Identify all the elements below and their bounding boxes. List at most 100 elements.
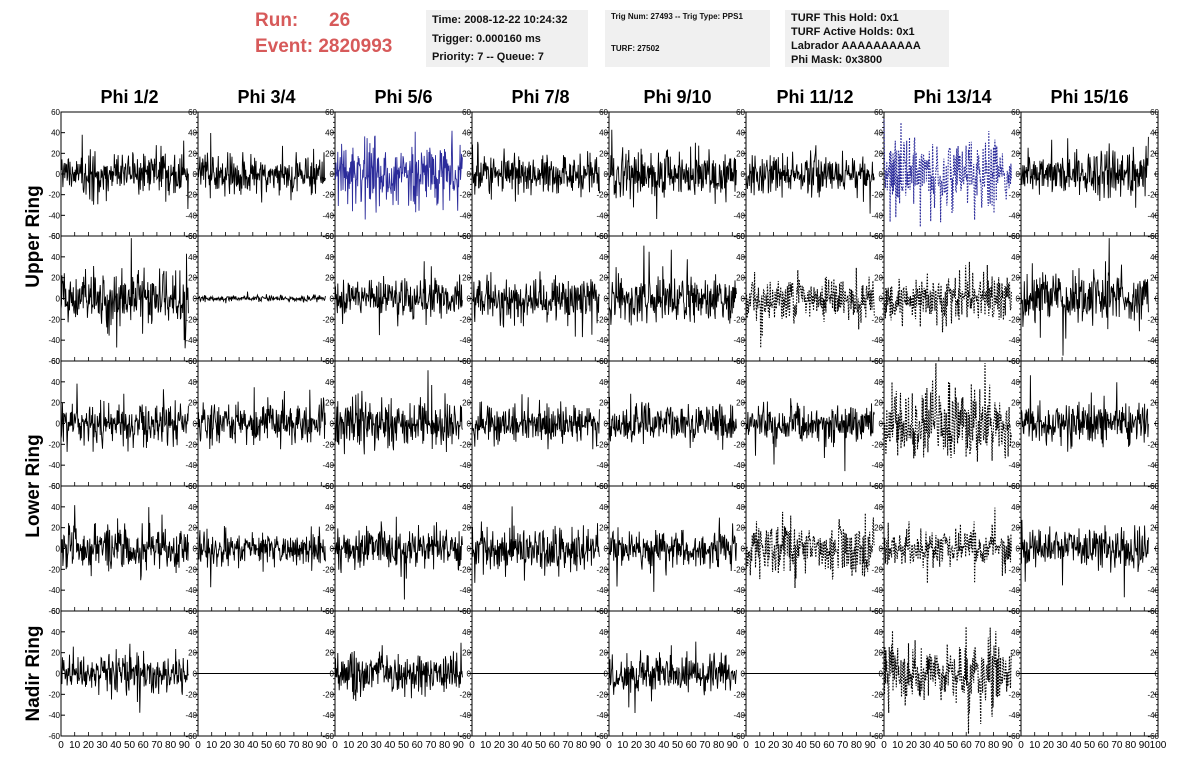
event-label: Event:: [255, 36, 314, 57]
y-tick-label: -20: [322, 440, 334, 449]
y-tick-label: 0: [1016, 295, 1021, 304]
y-tick-label: 60: [325, 357, 334, 366]
x-tick-label: 20: [357, 740, 369, 751]
y-tick-label: 60: [188, 482, 197, 491]
y-tick-label: 0: [1155, 170, 1160, 179]
y-tick-label: 40: [1150, 253, 1159, 262]
y-tick-label: -40: [48, 586, 60, 595]
x-tick-label: 40: [384, 740, 396, 751]
y-tick-label: 40: [1011, 503, 1020, 512]
y-tick-label: 0: [604, 670, 609, 679]
y-tick-label: -40: [1008, 336, 1020, 345]
x-tick-label: 30: [782, 740, 794, 751]
x-tick-label: 40: [796, 740, 808, 751]
x-tick-label: 90: [179, 740, 191, 751]
waveform-r2-c2: [197, 291, 326, 304]
y-tick-label: 20: [1011, 524, 1020, 533]
turf-hold-line: TURF This Hold: 0x1: [791, 12, 899, 24]
x-tick-label: 100: [1150, 740, 1167, 751]
waveform-r3-c6: [745, 398, 875, 472]
x-tick-label: 90: [590, 740, 602, 751]
y-tick-label: 60: [874, 357, 883, 366]
y-tick-label: 60: [325, 482, 334, 491]
x-tick-label: 30: [1057, 740, 1069, 751]
y-tick-label: -40: [322, 336, 334, 345]
waveform-r1-c4: [471, 141, 600, 202]
x-tick-label: 90: [865, 740, 877, 751]
y-tick-label: 0: [467, 545, 472, 554]
y-tick-label: 20: [325, 649, 334, 658]
y-tick-label: -60: [48, 482, 60, 491]
x-tick-label: 50: [947, 740, 959, 751]
y-tick-label: -20: [596, 690, 608, 699]
y-tick-label: 20: [1150, 149, 1159, 158]
trig-num-line: Trig Num: 27493 -- Trig Type: PPS1: [611, 12, 743, 21]
waveform-r3-c3: [334, 370, 463, 455]
y-tick-label: 40: [188, 378, 197, 387]
y-tick-label: 0: [56, 670, 61, 679]
time-info-box: Time: 2008-12-22 10:24:32 Trigger: 0.000…: [426, 10, 588, 67]
y-tick-label: -40: [48, 211, 60, 220]
x-tick-label: 50: [1084, 740, 1096, 751]
y-tick-label: 20: [462, 649, 471, 658]
x-tick-label: 50: [398, 740, 410, 751]
x-tick-label: 40: [521, 740, 533, 751]
y-tick-label: -40: [871, 711, 883, 720]
column-title-4: Phi 7/8: [511, 87, 569, 107]
y-tick-label: 0: [879, 170, 884, 179]
y-tick-label: -40: [185, 461, 197, 470]
y-tick-label: 20: [51, 399, 60, 408]
waveform-r3-c1: [60, 383, 189, 452]
y-tick-label: 0: [1155, 420, 1160, 429]
y-tick-label: -40: [596, 586, 608, 595]
waveform-r1-c6: [745, 145, 875, 214]
y-tick-label: -40: [1008, 586, 1020, 595]
y-tick-label: 60: [599, 357, 608, 366]
x-tick-label: 60: [823, 740, 835, 751]
x-tick-label: 80: [165, 740, 177, 751]
y-tick-label: -20: [185, 191, 197, 200]
y-tick-label: 20: [462, 524, 471, 533]
waveform-r5-c1: [60, 643, 189, 713]
x-tick-label: 50: [261, 740, 273, 751]
y-tick-label: -20: [322, 690, 334, 699]
y-tick-label: 60: [188, 357, 197, 366]
y-tick-label: 40: [874, 503, 883, 512]
y-tick-label: 60: [188, 232, 197, 241]
y-tick-label: 40: [462, 503, 471, 512]
y-tick-label: 0: [604, 295, 609, 304]
y-tick-label: -20: [1008, 315, 1020, 324]
y-tick-label: 40: [599, 628, 608, 637]
y-tick-label: 0: [741, 420, 746, 429]
y-tick-label: -20: [459, 440, 471, 449]
y-tick-label: 0: [330, 545, 335, 554]
y-tick-label: -60: [733, 732, 745, 741]
x-tick-label: 80: [713, 740, 725, 751]
y-tick-label: -20: [1008, 565, 1020, 574]
y-tick-label: -40: [596, 711, 608, 720]
y-tick-label: 60: [462, 357, 471, 366]
y-tick-label: 0: [879, 545, 884, 554]
x-tick-label: 20: [768, 740, 780, 751]
y-tick-label: 40: [325, 628, 334, 637]
y-tick-label: 60: [51, 482, 60, 491]
y-tick-label: -40: [1008, 461, 1020, 470]
y-tick-label: -60: [871, 732, 883, 741]
waveform-r4-c2: [197, 525, 326, 588]
y-tick-label: -40: [322, 461, 334, 470]
x-tick-label: 30: [508, 740, 520, 751]
y-tick-label: -20: [48, 191, 60, 200]
y-tick-label: 40: [462, 378, 471, 387]
y-tick-label: 60: [325, 607, 334, 616]
ring-label-2: Lower Ring: [23, 434, 44, 537]
y-tick-label: 0: [1155, 545, 1160, 554]
y-tick-label: 40: [736, 129, 745, 138]
y-tick-label: -40: [48, 336, 60, 345]
y-tick-label: -20: [459, 315, 471, 324]
y-tick-label: 20: [599, 149, 608, 158]
y-tick-label: -20: [871, 191, 883, 200]
y-tick-label: -20: [1147, 191, 1159, 200]
y-tick-label: -40: [871, 211, 883, 220]
y-tick-label: 20: [599, 524, 608, 533]
y-tick-label: 60: [325, 232, 334, 241]
